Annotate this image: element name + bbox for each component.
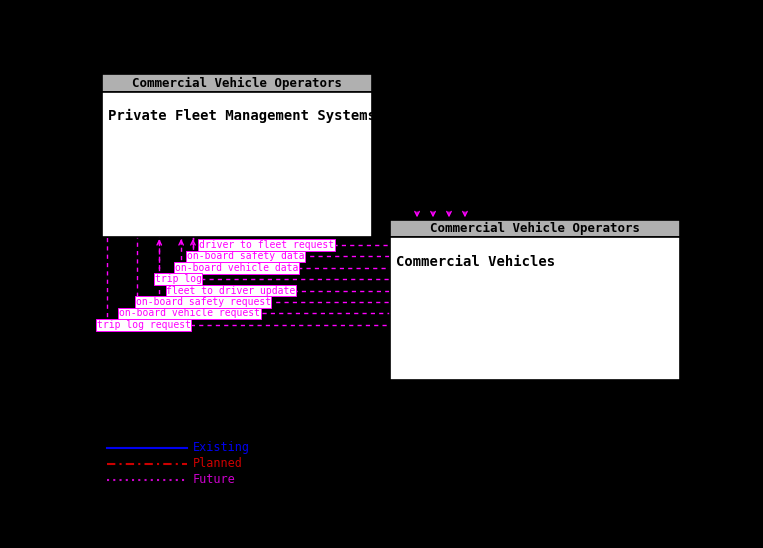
Bar xyxy=(390,237,680,380)
Text: driver to fleet request: driver to fleet request xyxy=(199,240,334,250)
Text: on-board vehicle data: on-board vehicle data xyxy=(175,263,298,273)
Text: Commercial Vehicle Operators: Commercial Vehicle Operators xyxy=(132,77,342,90)
Bar xyxy=(102,74,372,92)
Text: Commercial Vehicle Operators: Commercial Vehicle Operators xyxy=(430,222,639,235)
Text: Future: Future xyxy=(193,473,236,486)
Text: trip log request: trip log request xyxy=(97,320,191,330)
Text: Commercial Vehicles: Commercial Vehicles xyxy=(396,255,555,269)
Text: Private Fleet Management Systems: Private Fleet Management Systems xyxy=(108,109,376,123)
Text: fleet to driver update: fleet to driver update xyxy=(166,286,295,296)
Text: on-board safety request: on-board safety request xyxy=(136,297,271,307)
Text: on-board safety data: on-board safety data xyxy=(187,252,304,261)
Text: on-board vehicle request: on-board vehicle request xyxy=(119,309,260,318)
Bar xyxy=(102,92,372,237)
Text: Planned: Planned xyxy=(193,457,243,470)
Text: trip log: trip log xyxy=(154,274,201,284)
Text: Existing: Existing xyxy=(193,441,250,454)
Bar xyxy=(390,220,680,237)
